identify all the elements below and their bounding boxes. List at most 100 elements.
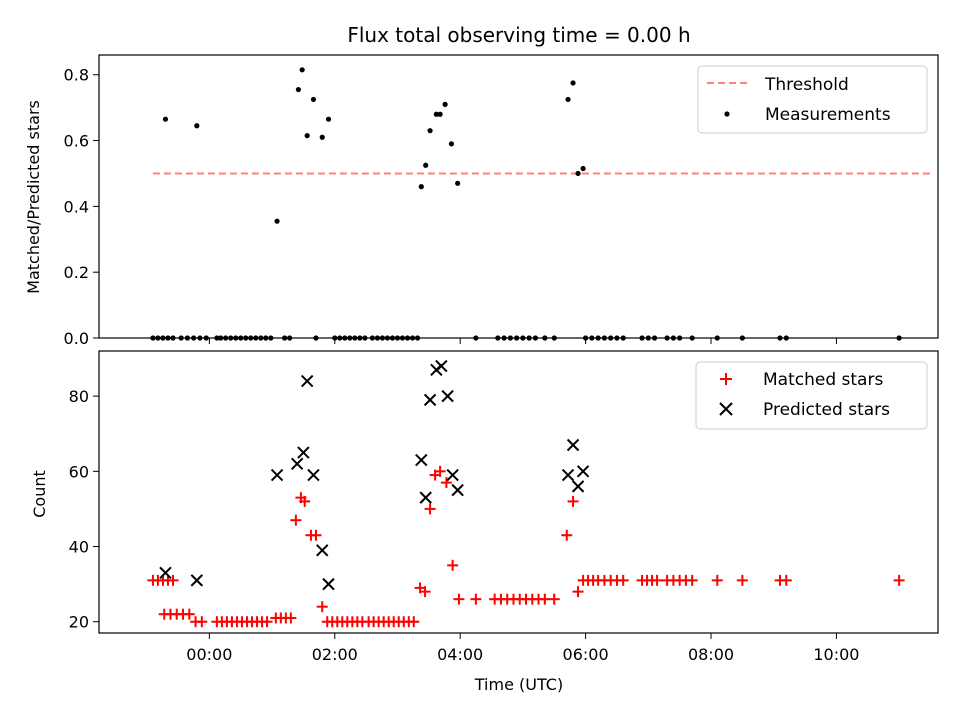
x-axis-label: Time (UTC) [474, 675, 563, 694]
measurements-legend-label: Measurements [765, 105, 891, 125]
bottom-plot-frame [98, 350, 939, 634]
top-y-tick-label: 0.2 [64, 263, 89, 282]
measurement-point [155, 335, 161, 341]
measurement-point [399, 335, 406, 341]
measurement-point [575, 170, 581, 177]
matched-star-marker [316, 601, 328, 613]
measurement-point [319, 134, 325, 140]
threshold-legend-label: Threshold [764, 75, 849, 95]
measurement-point [495, 335, 501, 341]
measurement-point [238, 335, 244, 341]
measurement-point [191, 335, 197, 341]
measurement-point [433, 111, 439, 117]
measurement-point [532, 335, 539, 341]
matched-star-marker [310, 529, 322, 541]
measurement-point [347, 335, 353, 341]
measurement-point [214, 335, 220, 341]
bottom-y-tick-label: 40 [69, 538, 89, 557]
matched-star-marker [299, 495, 311, 507]
predicted-star-marker [451, 483, 464, 497]
matched-star-marker [539, 593, 551, 605]
matched-stars-legend-swatch [720, 373, 732, 385]
predicted-star-marker [316, 544, 329, 557]
measurement-point [248, 335, 254, 341]
matched-star-marker [434, 465, 446, 477]
top-axes: 0.0 0.2 0.4 0.6 0.8 [64, 54, 939, 348]
predicted-star-marker [307, 468, 320, 482]
matched-stars-legend-label: Matched stars [763, 370, 883, 390]
matched-star-marker [167, 574, 179, 586]
measurement-point [162, 116, 169, 122]
matched-star-marker [453, 593, 465, 605]
predicted-star-marker [561, 468, 575, 482]
measurement-point [203, 335, 209, 341]
predicted-star-marker [419, 491, 432, 504]
predicted-star-marker [290, 457, 304, 471]
matched-star-marker [736, 574, 748, 586]
predicted-stars-legend-swatch [719, 402, 733, 416]
top-y-tick-label: 0.6 [64, 132, 89, 151]
measurement-point [228, 335, 234, 341]
measurement-point [313, 335, 319, 341]
measurement-point [582, 335, 589, 341]
predicted-star-marker [297, 446, 310, 459]
top-legend: Threshold Measurements [697, 65, 928, 134]
measurement-point [150, 335, 156, 341]
measurement-point [310, 96, 317, 103]
measurement-point [520, 335, 526, 341]
measurement-point [394, 335, 401, 341]
predicted-star-marker [300, 374, 314, 388]
measurement-point [783, 335, 789, 341]
measurement-point [565, 96, 571, 103]
matched-star-marker [196, 616, 208, 628]
measurement-point [501, 335, 507, 341]
x-tick-label: 10:00 [813, 645, 859, 664]
measurement-point [507, 335, 513, 341]
measurement-point [739, 335, 745, 341]
bottom-y-axis-label: Count [30, 470, 49, 518]
measurement-point [448, 141, 455, 147]
top-y-tick-label: 0.0 [64, 329, 89, 348]
measurement-point [299, 67, 305, 73]
measurement-point [263, 335, 269, 341]
chart-title: Flux total observing time = 0.00 h [347, 23, 690, 47]
bottom-y-tick-label: 20 [69, 613, 89, 632]
measurement-point [243, 335, 249, 341]
predicted-star-marker [441, 389, 454, 403]
matched-star-marker [261, 616, 273, 628]
measurement-point [689, 335, 695, 341]
predicted-star-marker [159, 566, 172, 580]
measurement-point [369, 335, 375, 341]
measurement-point [589, 335, 595, 341]
matched-star-marker [561, 529, 573, 541]
measurement-point [233, 335, 239, 341]
predicted-star-marker [435, 359, 448, 373]
matched-star-marker [567, 495, 579, 507]
x-tick-label: 02:00 [312, 645, 358, 664]
measurement-point [473, 335, 479, 341]
measurement-point [526, 335, 532, 341]
bottom-y-tick-label: 80 [69, 387, 89, 406]
measurement-point [639, 335, 645, 341]
predicted-star-marker [566, 438, 580, 452]
bottom-legend: Matched stars Predicted stars [695, 361, 928, 430]
matched-star-marker [183, 608, 195, 620]
matched-star-marker [651, 574, 663, 586]
predicted-star-marker [423, 393, 437, 407]
measurement-point [384, 335, 391, 341]
measurement-point [514, 335, 520, 341]
measurement-point [442, 101, 448, 107]
matched-star-marker [285, 612, 297, 624]
measurement-point [295, 86, 302, 93]
matched-star-marker [440, 477, 452, 489]
matched-star-marker [408, 616, 420, 628]
measurement-point [223, 335, 229, 341]
measurement-point [670, 335, 676, 341]
measurement-point [178, 335, 184, 341]
measurement-point [580, 165, 586, 172]
matched-star-marker [419, 586, 431, 598]
measurements-legend-swatch [724, 111, 730, 117]
measurement-point [570, 80, 576, 86]
measurement-point [551, 335, 557, 341]
measurement-point [165, 335, 171, 341]
